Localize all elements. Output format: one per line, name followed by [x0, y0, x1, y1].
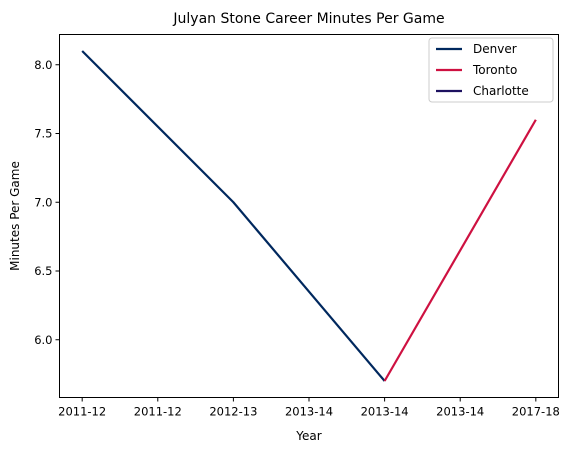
legend: Denver Toronto Charlotte	[428, 37, 554, 103]
x-tick-label: 2011-12	[134, 405, 182, 419]
series-line-denver	[81, 50, 386, 382]
legend-frame	[428, 37, 554, 103]
chart-title: Julyan Stone Career Minutes Per Game	[172, 11, 444, 27]
legend-label-denver: Denver	[473, 42, 517, 56]
y-tick-label: 6.0	[34, 333, 52, 347]
x-tick-label: 2011-12	[58, 405, 106, 419]
series-layer	[81, 50, 537, 382]
y-axis: 6.0 6.5 7.0 7.5 8.0	[34, 58, 60, 347]
legend-label-toronto: Toronto	[472, 63, 517, 77]
x-tick-label: 2013-14	[361, 405, 409, 419]
y-tick-label: 6.5	[34, 264, 52, 278]
x-axis-label: Year	[295, 429, 321, 443]
x-tick-label: 2013-14	[285, 405, 333, 419]
y-tick-label: 8.0	[34, 58, 52, 72]
x-tick-label: 2017-18	[512, 405, 560, 419]
y-axis-label: Minutes Per Game	[8, 161, 22, 271]
series-line-toronto	[383, 119, 537, 382]
x-axis: 2011-12 2011-12 2012-13 2013-14 2013-14 2013-…	[58, 397, 560, 419]
x-tick-label: 2012-13	[209, 405, 257, 419]
y-tick-label: 7.5	[34, 127, 52, 141]
x-tick-label: 2013-14	[436, 405, 484, 419]
legend-label-charlotte: Charlotte	[473, 84, 529, 98]
y-tick-label: 7.0	[34, 195, 52, 209]
